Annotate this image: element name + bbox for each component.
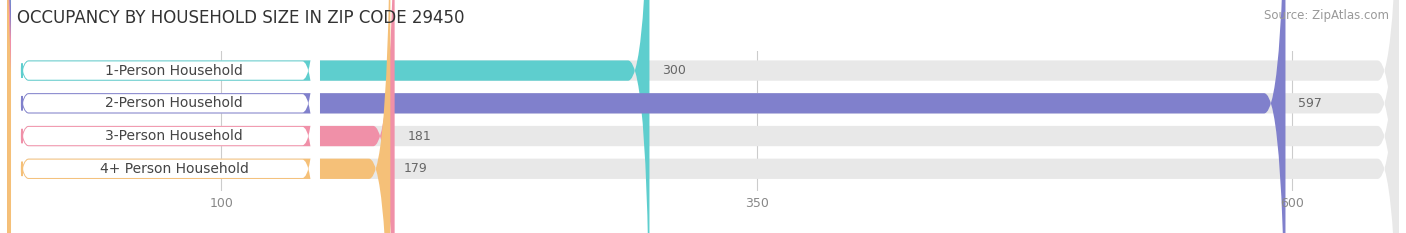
FancyBboxPatch shape <box>7 0 1399 233</box>
FancyBboxPatch shape <box>11 0 319 233</box>
Text: 3-Person Household: 3-Person Household <box>105 129 243 143</box>
FancyBboxPatch shape <box>7 0 395 233</box>
Text: 300: 300 <box>662 64 686 77</box>
FancyBboxPatch shape <box>7 0 1399 233</box>
Text: 4+ Person Household: 4+ Person Household <box>100 162 249 176</box>
FancyBboxPatch shape <box>7 0 391 233</box>
Text: 597: 597 <box>1298 97 1322 110</box>
Text: 2-Person Household: 2-Person Household <box>105 96 243 110</box>
Text: Source: ZipAtlas.com: Source: ZipAtlas.com <box>1264 9 1389 22</box>
FancyBboxPatch shape <box>11 0 319 233</box>
FancyBboxPatch shape <box>11 0 319 233</box>
FancyBboxPatch shape <box>11 0 319 233</box>
Text: OCCUPANCY BY HOUSEHOLD SIZE IN ZIP CODE 29450: OCCUPANCY BY HOUSEHOLD SIZE IN ZIP CODE … <box>17 9 464 27</box>
Text: 1-Person Household: 1-Person Household <box>105 64 243 78</box>
Text: 181: 181 <box>408 130 432 143</box>
Text: 179: 179 <box>404 162 427 175</box>
FancyBboxPatch shape <box>7 0 1399 233</box>
FancyBboxPatch shape <box>7 0 1399 233</box>
FancyBboxPatch shape <box>7 0 650 233</box>
FancyBboxPatch shape <box>7 0 1285 233</box>
